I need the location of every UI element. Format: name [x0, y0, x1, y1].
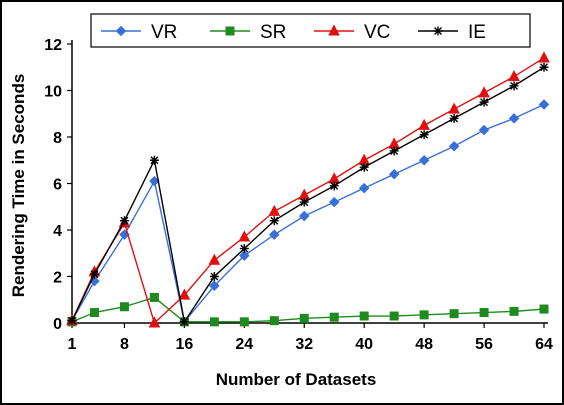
legend-marker-vc [328, 24, 340, 36]
data-point-vc [268, 204, 281, 216]
data-point-ie [89, 269, 99, 279]
x-tick-label: 24 [235, 336, 253, 353]
data-point-ie [509, 81, 519, 91]
data-point-ie [359, 162, 369, 172]
x-tick-label: 16 [175, 336, 193, 353]
data-point-ie [479, 97, 489, 107]
data-point-sr [389, 311, 399, 321]
legend-item-vc: VC [314, 22, 390, 43]
y-tick-label: 12 [44, 37, 62, 54]
x-tick-label: 1 [68, 336, 77, 353]
series-ie [67, 62, 549, 327]
data-point-ie [419, 130, 429, 140]
data-point-vc [508, 69, 520, 82]
legend-item-sr: SR [210, 22, 286, 43]
data-point-vr [238, 250, 250, 261]
y-tick-label: 6 [53, 177, 62, 194]
data-point-vr [298, 210, 310, 222]
data-point-sr [449, 309, 459, 319]
series-sr [67, 292, 549, 327]
data-point-vr [448, 140, 460, 152]
data-point-ie [239, 244, 249, 254]
data-point-vr [478, 124, 490, 136]
y-tick-label: 0 [53, 316, 62, 333]
y-tick-label: 4 [53, 223, 62, 240]
data-point-vr [538, 99, 550, 110]
x-tick-label: 32 [295, 336, 313, 353]
data-point-ie [119, 216, 129, 226]
y-tick-label: 10 [44, 84, 62, 101]
data-point-sr [299, 313, 309, 323]
legend-label: IE [468, 22, 486, 43]
data-point-vr [358, 182, 370, 194]
x-tick-label: 40 [355, 336, 373, 353]
data-point-vc [178, 288, 191, 300]
data-point-sr [269, 316, 279, 326]
data-point-ie [449, 113, 459, 123]
data-point-vr [208, 280, 220, 292]
data-point-vr [388, 168, 400, 180]
data-point-sr [89, 308, 99, 318]
data-point-ie [389, 146, 399, 156]
data-point-ie [329, 181, 339, 191]
data-point-vr [328, 196, 340, 208]
legend-marker-ie [433, 26, 443, 36]
data-point-sr [149, 292, 159, 302]
data-point-ie [539, 62, 549, 72]
data-point-ie [179, 317, 189, 327]
data-point-ie [299, 197, 309, 207]
data-point-sr [509, 306, 519, 316]
data-point-vc [418, 118, 430, 130]
legend-marker-vr [115, 25, 127, 37]
data-point-sr [479, 308, 489, 318]
data-point-vr [508, 113, 520, 124]
legend-item-vr: VR [101, 22, 177, 43]
data-point-vc [538, 51, 550, 63]
data-point-vc [478, 86, 490, 98]
data-point-ie [67, 316, 77, 326]
y-tick-label: 2 [53, 270, 62, 287]
y-tick-label: 8 [53, 130, 62, 147]
x-tick-label: 48 [415, 336, 433, 353]
legend-item-ie: IE [418, 22, 486, 43]
data-point-vc [208, 253, 221, 265]
data-point-sr [239, 317, 249, 327]
legend-label: VR [151, 22, 177, 43]
data-point-ie [149, 155, 159, 165]
data-point-sr [329, 312, 339, 322]
legend-label: VC [364, 22, 390, 43]
data-point-vc [148, 316, 161, 328]
data-point-sr [539, 304, 549, 314]
y-axis-title: Rendering Time in Seconds [9, 74, 28, 298]
series-layer [66, 51, 550, 328]
data-point-vr [418, 154, 430, 166]
legend-marker-sr [225, 26, 235, 36]
data-point-sr [359, 311, 369, 321]
legend-label: SR [260, 22, 286, 43]
x-axis-title: Number of Datasets [216, 370, 377, 389]
data-point-ie [269, 216, 279, 226]
data-point-sr [209, 317, 219, 327]
x-tick-label: 64 [535, 336, 553, 353]
data-point-ie [209, 272, 219, 281]
data-point-sr [119, 302, 129, 312]
data-point-vc [448, 102, 460, 114]
data-point-vr [268, 229, 280, 241]
x-tick-label: 56 [475, 336, 493, 353]
x-tick-label: 8 [120, 336, 129, 353]
data-point-vc [238, 230, 251, 242]
legend: VR SR VC IE [90, 13, 531, 48]
data-point-sr [419, 310, 429, 320]
